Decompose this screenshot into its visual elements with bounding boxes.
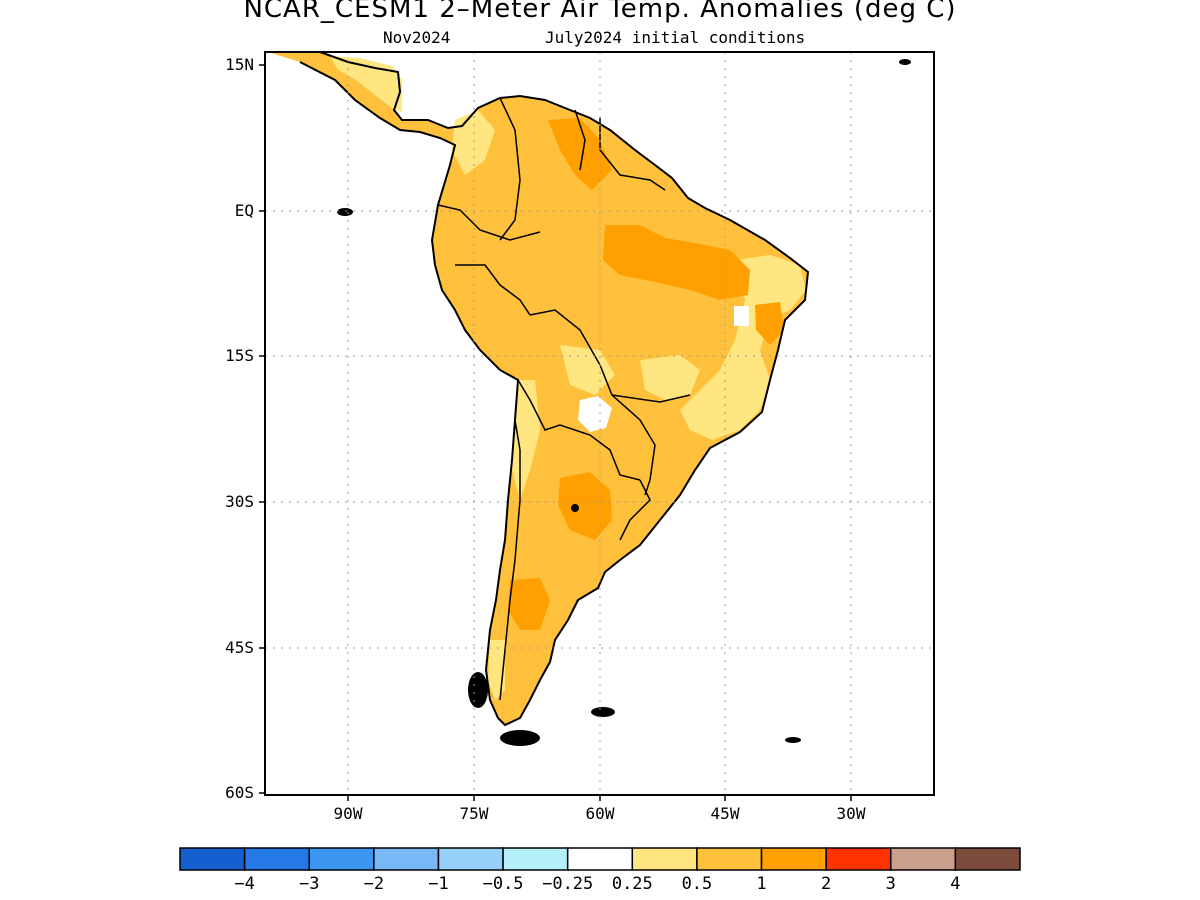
- anomaly-patch-warm-2: [558, 472, 612, 540]
- lat-label-15s: 15S: [225, 346, 254, 365]
- lon-label-60w: 60W: [586, 804, 615, 823]
- colorbar-box-3: [373, 847, 440, 871]
- map-panel: [265, 52, 934, 795]
- forecast-month: Nov2024: [383, 28, 451, 47]
- colorbar-label-0: −4: [234, 874, 254, 894]
- colorbar-box-7: [631, 847, 698, 871]
- anomaly-patch-light-3: [560, 345, 615, 395]
- anomaly-patch-warm-5: [755, 302, 784, 345]
- colorbar-box-6: [566, 847, 634, 871]
- colorbar-box-8: [696, 847, 763, 871]
- lon-label-45w: 45W: [711, 804, 740, 823]
- country-borders: [437, 97, 691, 701]
- lon-axis: [347, 795, 852, 801]
- colorbar-label-9: 2: [821, 874, 831, 894]
- colorbar-box-11: [890, 847, 957, 871]
- anomaly-patch-neutral-2: [578, 396, 612, 432]
- map-title: NCAR_CESM1 2–Meter Air Temp. Anomalies (…: [243, 0, 957, 24]
- colorbar-label-7: 0.5: [682, 874, 713, 894]
- colorbar-label-5: −0.25: [542, 874, 593, 894]
- colorbar-box-9: [760, 847, 827, 871]
- anomaly-patch-warm-1: [603, 225, 750, 300]
- anomaly-patch-neutral-1: [734, 306, 749, 326]
- lon-label-75w: 75W: [460, 804, 489, 823]
- colorbar-box-1: [243, 847, 310, 871]
- colorbar-label-3: −1: [428, 874, 448, 894]
- colorbar-label-11: 4: [950, 874, 960, 894]
- initial-conditions: July2024 initial conditions: [545, 28, 806, 47]
- colorbar-box-10: [825, 847, 892, 871]
- colorbar: [179, 847, 1021, 871]
- lon-label-90w: 90W: [334, 804, 363, 823]
- islands: [337, 59, 911, 746]
- coastline: [268, 52, 810, 727]
- anomaly-patch-light-1: [680, 255, 806, 440]
- colorbar-labels: −4 −3 −2 −1 −0.5 −0.25 0.25 0.5 1 2 3 4: [234, 874, 960, 894]
- lat-label-60s: 60S: [225, 783, 254, 802]
- colorbar-box-2: [308, 847, 375, 871]
- colorbar-box-12: [954, 847, 1021, 871]
- colorbar-label-2: −2: [364, 874, 384, 894]
- anomaly-patch-warm-4: [508, 578, 550, 630]
- land-fill: [268, 52, 808, 725]
- colorbar-label-8: 1: [756, 874, 766, 894]
- colorbar-box-5: [502, 847, 569, 871]
- anomaly-patch-light-4: [512, 380, 540, 500]
- colorbar-label-1: −3: [299, 874, 319, 894]
- anomaly-patch-light-2: [640, 355, 700, 400]
- lat-label-30s: 30S: [225, 492, 254, 511]
- lat-label-eq: EQ: [235, 201, 254, 220]
- colorbar-label-6: 0.25: [612, 874, 653, 894]
- lat-axis: [259, 64, 265, 794]
- colorbar-box-0: [179, 847, 246, 871]
- colorbar-label-4: −0.5: [483, 874, 524, 894]
- colorbar-box-4: [437, 847, 504, 871]
- lat-label-45s: 45S: [225, 638, 254, 657]
- lon-label-30w: 30W: [837, 804, 866, 823]
- lat-label-15n: 15N: [225, 55, 254, 74]
- anomaly-patch-warm-3: [548, 118, 612, 190]
- colorbar-label-10: 3: [886, 874, 896, 894]
